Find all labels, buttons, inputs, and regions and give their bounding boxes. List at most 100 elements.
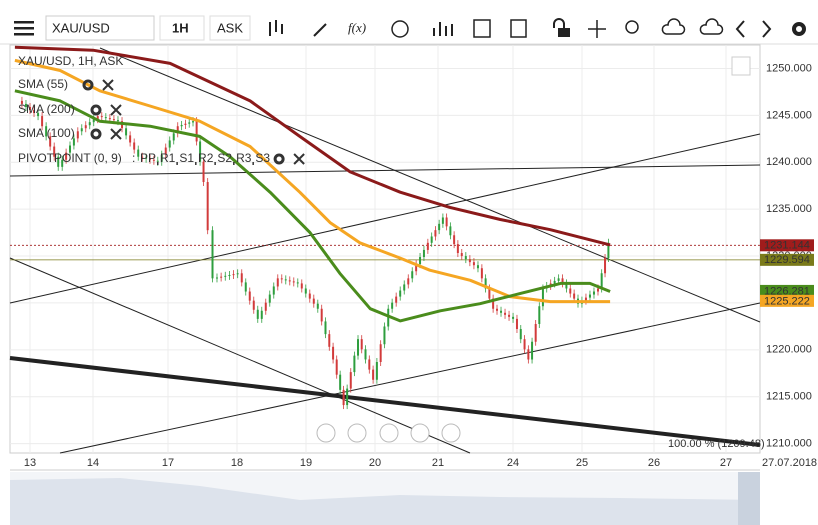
popout-button[interactable] bbox=[731, 56, 751, 76]
candle-body bbox=[541, 288, 544, 307]
candle-body bbox=[484, 278, 487, 289]
settings-icon[interactable] bbox=[90, 128, 102, 140]
remove-icon[interactable] bbox=[110, 104, 122, 116]
candle-body bbox=[260, 310, 263, 319]
legend: XAU/USD, 1H, ASK SMA (55) SMA (200) SMA (1… bbox=[18, 54, 305, 165]
menu-bar bbox=[14, 27, 34, 30]
candle-body bbox=[240, 273, 243, 283]
candle-body bbox=[296, 282, 299, 284]
indicator-label: SMA (200) bbox=[18, 102, 75, 116]
plot-area bbox=[9, 44, 761, 454]
calendar-icon[interactable] bbox=[473, 19, 491, 38]
candle-body bbox=[244, 282, 247, 292]
nav-right[interactable] bbox=[441, 423, 461, 443]
candle-body bbox=[300, 283, 303, 289]
x-tick-label: 18 bbox=[231, 457, 243, 469]
candle-body bbox=[129, 135, 132, 143]
candle-body bbox=[61, 159, 64, 167]
pivot-item: S1 bbox=[179, 151, 194, 165]
candle-body bbox=[596, 288, 599, 292]
candle-body bbox=[426, 242, 429, 250]
timeframe-button[interactable] bbox=[159, 15, 205, 41]
candle-body bbox=[195, 121, 198, 142]
candle-body bbox=[20, 100, 23, 104]
side-button[interactable] bbox=[209, 15, 251, 41]
candle-body bbox=[100, 116, 103, 118]
candle-body bbox=[137, 149, 140, 157]
candle-body bbox=[607, 242, 610, 259]
pivot-label: PIVOTPOINT (0, 9) bbox=[18, 151, 122, 165]
zoom-icon[interactable] bbox=[625, 20, 639, 34]
candle-body bbox=[57, 156, 60, 167]
remove-icon[interactable] bbox=[293, 153, 305, 165]
menu-button[interactable] bbox=[14, 21, 34, 36]
x-tick-label: 17 bbox=[162, 457, 174, 469]
cross-icon[interactable] bbox=[588, 20, 606, 38]
price-tag bbox=[760, 239, 814, 252]
navigator-window[interactable] bbox=[738, 472, 760, 525]
plot bbox=[10, 45, 760, 410]
candle-body bbox=[395, 296, 398, 303]
candle-body bbox=[379, 344, 382, 362]
candle-body bbox=[335, 359, 338, 375]
candle-body bbox=[232, 274, 235, 276]
candle-body bbox=[434, 230, 437, 237]
price-tag-label: 1231.144 bbox=[764, 240, 810, 252]
candle-body bbox=[441, 217, 444, 224]
candle-body bbox=[500, 310, 503, 313]
candle-body bbox=[415, 264, 418, 272]
function-button[interactable]: f(x) bbox=[348, 20, 366, 35]
prev-icon[interactable] bbox=[735, 20, 745, 38]
lock-body bbox=[558, 28, 570, 37]
remove-icon[interactable] bbox=[102, 79, 114, 91]
download-icon[interactable] bbox=[699, 18, 724, 35]
upload-icon[interactable] bbox=[661, 18, 686, 35]
candle-body bbox=[399, 290, 402, 297]
nav-zoom-in[interactable] bbox=[410, 423, 430, 443]
x-tick-label: 19 bbox=[300, 457, 312, 469]
candle-body bbox=[69, 145, 72, 153]
settings-icon[interactable] bbox=[792, 22, 806, 36]
candle-body bbox=[383, 326, 386, 345]
y-tick-label: 1250.000 bbox=[766, 62, 812, 74]
candle-body bbox=[320, 308, 323, 322]
price-tag bbox=[760, 253, 814, 266]
candle-body bbox=[561, 278, 564, 284]
candle-body bbox=[364, 349, 367, 360]
settings-icon[interactable] bbox=[273, 153, 285, 165]
candle-body bbox=[72, 138, 75, 146]
candle-body bbox=[92, 119, 95, 123]
candle-body bbox=[84, 125, 87, 129]
remove-icon[interactable] bbox=[110, 128, 122, 140]
candle-body bbox=[346, 388, 349, 406]
candle-body bbox=[308, 293, 311, 299]
indicator-label: SMA (55) bbox=[18, 77, 68, 91]
symbol-input[interactable] bbox=[45, 15, 155, 41]
candle-body bbox=[96, 116, 99, 120]
settings-icon[interactable] bbox=[82, 79, 94, 91]
candle-body bbox=[228, 274, 231, 276]
pen-icon[interactable] bbox=[313, 23, 327, 37]
candle-body bbox=[588, 294, 591, 298]
settings-icon[interactable] bbox=[90, 104, 102, 116]
candle-body bbox=[573, 293, 576, 299]
candle-body bbox=[45, 126, 48, 137]
candle-body bbox=[353, 355, 356, 373]
report-icon[interactable] bbox=[510, 19, 527, 38]
pivot-item: PP bbox=[140, 151, 156, 165]
trendline-bold bbox=[9, 356, 761, 447]
nav-left[interactable] bbox=[316, 423, 336, 443]
nav-zoom-out[interactable] bbox=[347, 423, 367, 443]
info-icon[interactable] bbox=[391, 20, 409, 38]
candle-icon[interactable] bbox=[269, 20, 283, 36]
candle-body bbox=[368, 359, 371, 370]
next-icon[interactable] bbox=[762, 20, 772, 38]
nav-reset[interactable] bbox=[379, 423, 399, 443]
bars-icon[interactable] bbox=[433, 22, 453, 36]
y-tick-label: 1210.000 bbox=[766, 438, 812, 450]
candle-body bbox=[496, 308, 499, 311]
x-tick-label: 14 bbox=[87, 457, 99, 469]
candle-body bbox=[152, 159, 155, 161]
candle-body bbox=[604, 258, 607, 274]
lock-icon[interactable] bbox=[553, 18, 565, 28]
